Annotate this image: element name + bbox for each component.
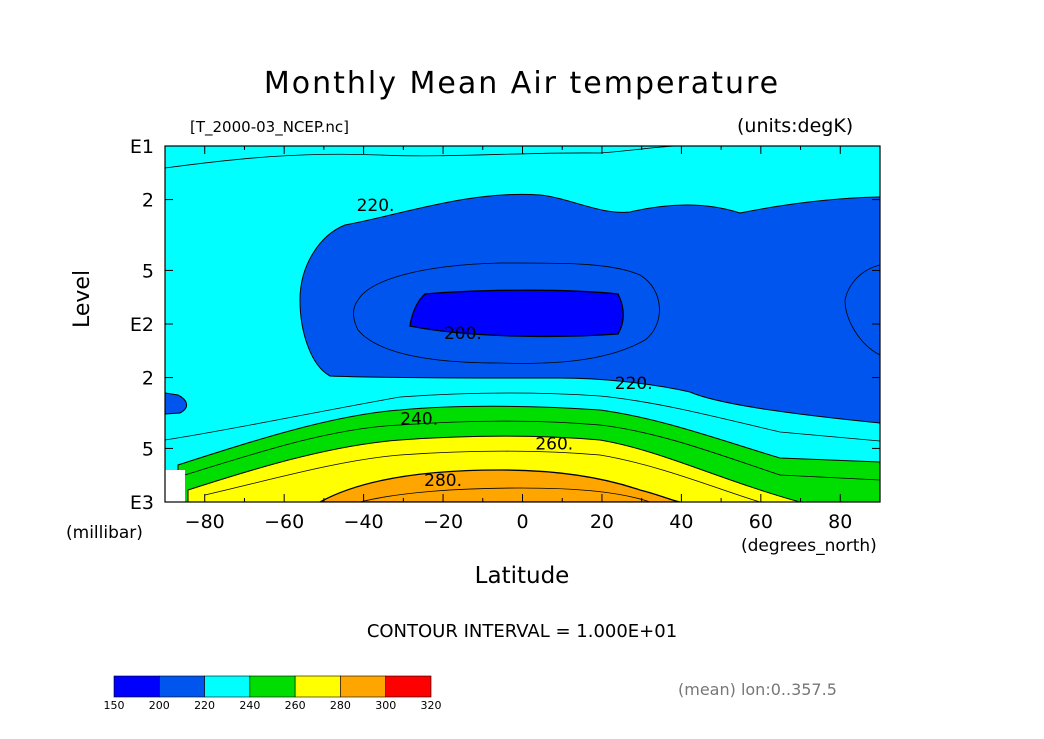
contour-label: 240. bbox=[400, 410, 438, 430]
x-axis-units: (degrees_north) bbox=[741, 536, 877, 556]
y-tick-label: E2 bbox=[130, 314, 154, 336]
band-280-300 bbox=[319, 469, 681, 502]
contour-line bbox=[165, 392, 880, 442]
chart-title: Monthly Mean Air temperature bbox=[263, 66, 781, 101]
y-tick-label: 2 bbox=[142, 368, 154, 390]
x-tick-label: 0 bbox=[516, 511, 528, 533]
y-tick-label: 5 bbox=[142, 260, 154, 282]
y-axis-units: (millibar) bbox=[66, 523, 143, 543]
mean-note: (mean) lon:0..357.5 bbox=[678, 680, 837, 699]
x-tick-label: 60 bbox=[749, 511, 773, 533]
contour-line bbox=[353, 262, 660, 364]
colorbar-swatch bbox=[113, 675, 160, 698]
colorbar-swatch bbox=[294, 675, 341, 698]
x-tick-label: 80 bbox=[828, 511, 852, 533]
contour-line bbox=[844, 264, 880, 356]
colorbar-label: 240 bbox=[239, 699, 260, 712]
missing-data-region bbox=[165, 470, 185, 502]
y-tick-label: E3 bbox=[130, 492, 154, 514]
colorbar-swatch bbox=[204, 675, 251, 698]
x-tick-label: −40 bbox=[344, 511, 384, 533]
band-200-220-left-patch bbox=[165, 392, 187, 415]
contour-label: 260. bbox=[535, 435, 573, 455]
colorbar-label: 300 bbox=[375, 699, 396, 712]
y-tick-label: 2 bbox=[142, 190, 154, 212]
band-260-280 bbox=[187, 435, 801, 502]
contour-line bbox=[184, 420, 880, 481]
units-label: (units:degK) bbox=[737, 115, 854, 137]
contour-line bbox=[204, 450, 761, 502]
colorbar-label: 200 bbox=[149, 699, 170, 712]
colorbar-swatch bbox=[340, 675, 387, 698]
contour-label: 220. bbox=[615, 374, 653, 394]
contour-interval-label: CONTOUR INTERVAL = 1.000E+01 bbox=[366, 621, 678, 642]
contour-label: 220. bbox=[357, 196, 395, 216]
colorbar-label: 220 bbox=[194, 699, 215, 712]
colorbar-swatch bbox=[158, 675, 205, 698]
file-label: [T_2000-03_NCEP.nc] bbox=[190, 118, 349, 136]
x-tick-label: −20 bbox=[423, 511, 463, 533]
contour-fields: 220. 200. 220. 240. 260. 280. bbox=[165, 146, 880, 502]
colorbar-label: 150 bbox=[104, 699, 125, 712]
x-axis-label: Latitude bbox=[474, 563, 570, 589]
colorbar-label: 260 bbox=[285, 699, 306, 712]
colorbar-label: 280 bbox=[330, 699, 351, 712]
colorbar-swatch bbox=[249, 675, 296, 698]
x-tick-label: 40 bbox=[669, 511, 693, 533]
colorbar-label: 320 bbox=[421, 699, 442, 712]
colorbar-swatch bbox=[385, 675, 432, 698]
contour-label: 200. bbox=[444, 324, 482, 344]
contour-line bbox=[165, 146, 681, 169]
contour-label: 280. bbox=[424, 471, 462, 491]
y-tick-label: 5 bbox=[142, 438, 154, 460]
x-tick-label: −60 bbox=[264, 511, 304, 533]
band-below-200 bbox=[409, 289, 624, 338]
x-tick-label: −80 bbox=[185, 511, 225, 533]
contour-line bbox=[359, 487, 651, 502]
y-tick-label: E1 bbox=[130, 136, 154, 158]
x-tick-label: 20 bbox=[590, 511, 614, 533]
